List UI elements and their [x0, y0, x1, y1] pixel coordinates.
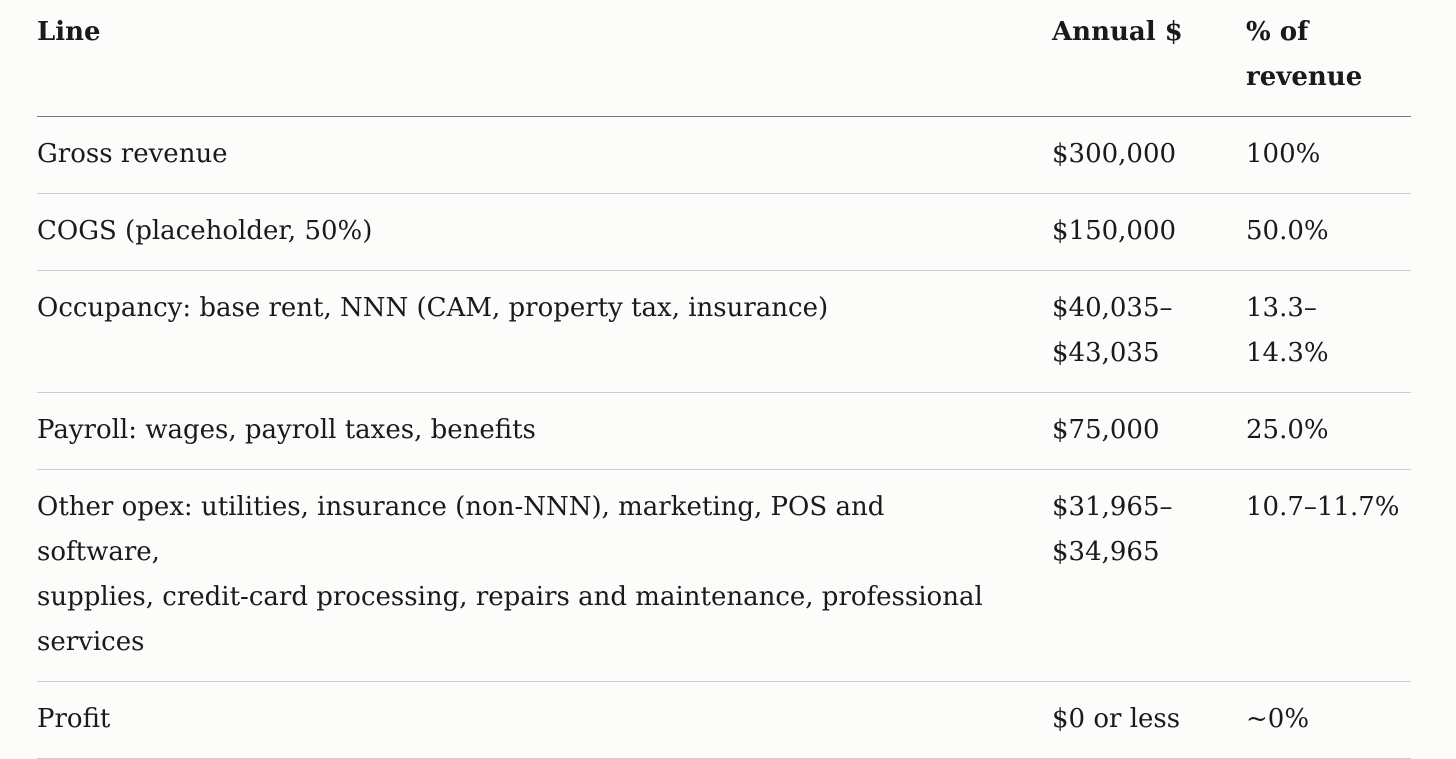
percent-text: 100%: [1246, 139, 1321, 169]
line-text: Payroll: wages, payroll taxes, benefits: [37, 415, 536, 445]
column-header-percent-label-line1: % of: [1246, 17, 1309, 47]
line-text-line1: Other opex: utilities, insurance (non-NN…: [37, 492, 885, 567]
percent-text-line2: 14.3%: [1246, 338, 1329, 368]
annual-text-line2: $43,035: [1052, 338, 1160, 368]
annual-cell: $75,000: [1052, 392, 1246, 470]
annual-text-line2: $34,965: [1052, 537, 1160, 567]
line-text: Profit: [37, 704, 111, 734]
pnl-table: Line Annual $ % of revenue Gross revenue…: [37, 0, 1411, 759]
line-cell: Payroll: wages, payroll taxes, benefits: [37, 392, 1052, 470]
table-row: Occupancy: base rent, NNN (CAM, property…: [37, 270, 1411, 393]
percent-cell: 25.0%: [1246, 392, 1411, 470]
line-cell: Profit: [37, 681, 1052, 759]
percent-text: 25.0%: [1246, 415, 1329, 445]
annual-cell: $300,000: [1052, 116, 1246, 194]
percent-cell: 13.3– 14.3%: [1246, 270, 1411, 393]
percent-text: 50.0%: [1246, 216, 1329, 246]
annual-text-line1: $40,035–: [1052, 293, 1173, 323]
line-cell: Occupancy: base rent, NNN (CAM, property…: [37, 270, 1052, 393]
annual-cell: $40,035– $43,035: [1052, 270, 1246, 393]
percent-text: ~0%: [1246, 704, 1310, 734]
annual-text: $75,000: [1052, 415, 1160, 445]
line-cell: COGS (placeholder, 50%): [37, 193, 1052, 271]
annual-cell: $31,965– $34,965: [1052, 469, 1246, 682]
table-row: Payroll: wages, payroll taxes, benefits …: [37, 392, 1411, 470]
line-cell: Other opex: utilities, insurance (non-NN…: [37, 469, 1052, 682]
percent-cell: 10.7–11.7%: [1246, 469, 1411, 682]
header-row: Line Annual $ % of revenue: [37, 0, 1411, 117]
line-text: Gross revenue: [37, 139, 228, 169]
annual-text: $300,000: [1052, 139, 1177, 169]
table-row: COGS (placeholder, 50%) $150,000 50.0%: [37, 193, 1411, 271]
column-header-annual: Annual $: [1052, 0, 1246, 117]
line-cell: Gross revenue: [37, 116, 1052, 194]
table-row: Profit $0 or less ~0%: [37, 681, 1411, 759]
table-row: Gross revenue $300,000 100%: [37, 116, 1411, 194]
pnl-table-container: Line Annual $ % of revenue Gross revenue…: [37, 0, 1411, 759]
column-header-percent-label-line2: revenue: [1246, 62, 1363, 92]
percent-text-line1: 13.3–: [1246, 293, 1317, 323]
table-row: Other opex: utilities, insurance (non-NN…: [37, 469, 1411, 682]
annual-cell: $0 or less: [1052, 681, 1246, 759]
percent-cell: 100%: [1246, 116, 1411, 194]
column-header-percent: % of revenue: [1246, 0, 1411, 117]
line-text: COGS (placeholder, 50%): [37, 216, 373, 246]
annual-cell: $150,000: [1052, 193, 1246, 271]
column-header-annual-label: Annual $: [1052, 17, 1183, 47]
column-header-line-label: Line: [37, 17, 101, 47]
annual-text: $150,000: [1052, 216, 1177, 246]
percent-cell: 50.0%: [1246, 193, 1411, 271]
line-text-line2: supplies, credit-card processing, repair…: [37, 582, 983, 612]
table-body: Gross revenue $300,000 100% COGS (placeh…: [37, 116, 1411, 759]
line-text-line3: services: [37, 627, 145, 657]
percent-cell: ~0%: [1246, 681, 1411, 759]
table-header: Line Annual $ % of revenue: [37, 0, 1411, 117]
line-text: Occupancy: base rent, NNN (CAM, property…: [37, 293, 829, 323]
column-header-line: Line: [37, 0, 1052, 117]
percent-text: 10.7–11.7%: [1246, 492, 1400, 522]
annual-text: $0 or less: [1052, 704, 1181, 734]
annual-text-line1: $31,965–: [1052, 492, 1173, 522]
